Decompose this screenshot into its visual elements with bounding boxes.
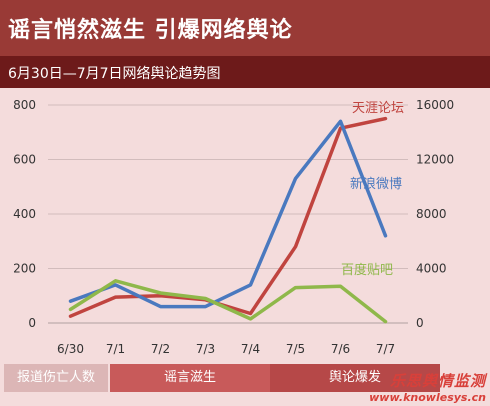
- left-tick-label: 600: [13, 153, 36, 167]
- phase-tag-casualty-report: 报道伤亡人数: [4, 364, 108, 392]
- x-tick-label: 7/4: [241, 342, 260, 356]
- right-tick-label: 12000: [416, 153, 454, 167]
- left-axis-ticks: 0 200 400 600 800: [13, 98, 36, 330]
- left-tick-label: 400: [13, 207, 36, 221]
- left-tick-label: 0: [28, 316, 36, 330]
- x-tick-label: 7/6: [331, 342, 350, 356]
- series-label: 天涯论坛: [352, 101, 404, 116]
- left-tick-label: 800: [13, 98, 36, 112]
- series-line: [68, 116, 388, 318]
- phase-tag-opinion-burst: 舆论爆发: [270, 364, 440, 392]
- right-tick-label: 8000: [416, 207, 447, 221]
- x-axis-ticks: 6/30 7/1 7/2 7/3 7/4 7/5 7/6 7/7: [57, 342, 395, 356]
- watermark-brand: 乐思舆情监测: [389, 372, 486, 390]
- x-tick-label: 6/30: [57, 342, 84, 356]
- x-tick-label: 7/3: [196, 342, 215, 356]
- right-tick-label: 0: [416, 316, 424, 330]
- gridlines: [48, 104, 408, 324]
- series-label: 百度贴吧: [341, 262, 393, 278]
- title-banner: 谣言悄然滋生 引爆网络舆论: [0, 0, 490, 56]
- subtitle-bar: 6月30日—7月7日网络舆论趋势图: [0, 56, 490, 88]
- phase-tag-rumor-growth: 谣言滋生: [110, 364, 270, 392]
- x-tick-label: 7/7: [376, 342, 395, 356]
- right-axis-ticks: 0 4000 8000 12000 16000: [416, 98, 454, 330]
- x-tick-label: 7/5: [286, 342, 305, 356]
- plot-background: [0, 88, 490, 406]
- series-label: 新浪微博: [350, 176, 402, 192]
- series-lines: [68, 116, 388, 324]
- series-line: [68, 119, 388, 309]
- watermark-url: www.knowlesys.cn: [369, 391, 486, 404]
- page-title: 谣言悄然滋生 引爆网络舆论: [8, 18, 293, 43]
- chart-subtitle: 6月30日—7月7日网络舆论趋势图: [8, 66, 221, 82]
- left-tick-label: 200: [13, 262, 36, 276]
- x-tick-label: 7/2: [151, 342, 170, 356]
- watermark: 乐思舆情监测 www.knowlesys.cn: [369, 370, 486, 404]
- right-tick-label: 16000: [416, 98, 454, 112]
- series-line: [68, 279, 388, 324]
- right-tick-label: 4000: [416, 262, 447, 276]
- x-tick-label: 7/1: [106, 342, 125, 356]
